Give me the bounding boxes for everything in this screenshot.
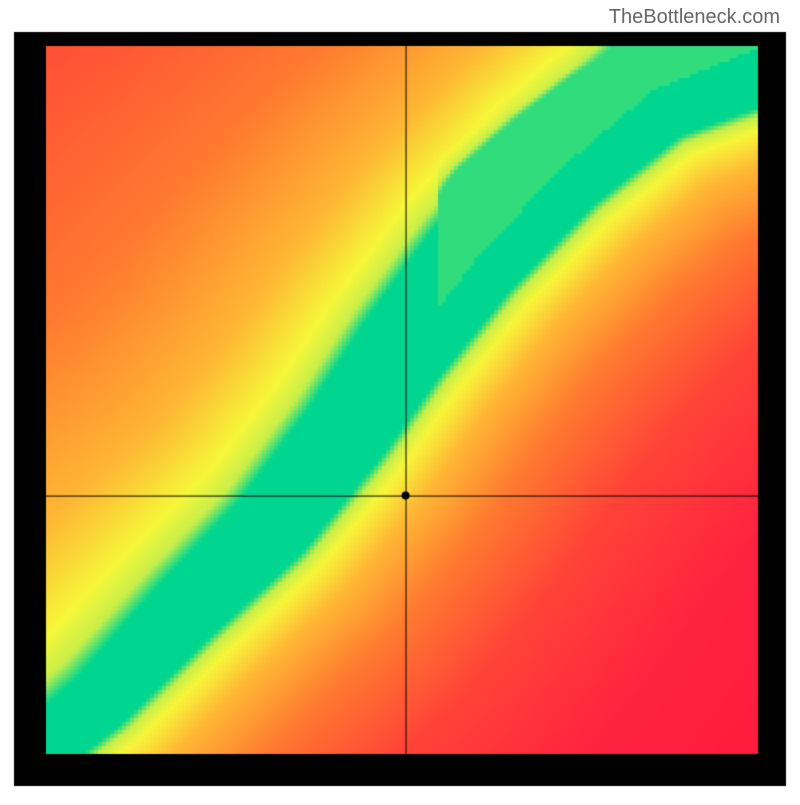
chart-container: TheBottleneck.com — [0, 0, 800, 800]
heatmap-plot — [0, 0, 800, 805]
watermark-text: TheBottleneck.com — [609, 6, 780, 29]
